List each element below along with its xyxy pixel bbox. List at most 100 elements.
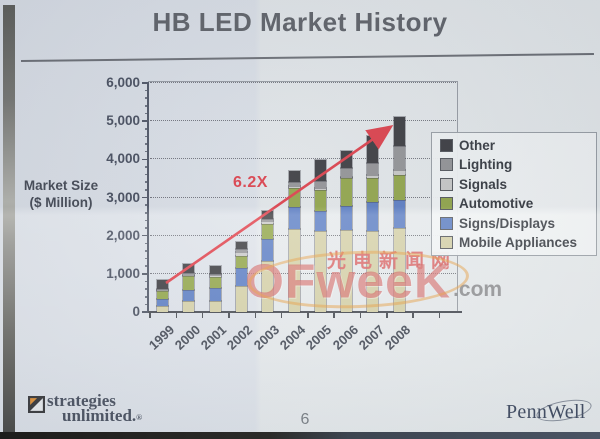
x-tick: [280, 312, 283, 318]
y-minor-tick: [145, 112, 149, 115]
bar-segment-other-2003: [261, 209, 275, 220]
y-minor-tick: [145, 265, 149, 267]
bar-segment-signs-displays-1999: [156, 298, 169, 308]
bar-segment-lighting-2004: [287, 181, 301, 188]
y-tick-0: [142, 311, 148, 313]
y-minor-tick: [145, 189, 149, 191]
logo-line1: strategies: [47, 391, 116, 410]
legend-label: Mobile Appliances: [459, 235, 578, 251]
y-minor-tick: [145, 143, 149, 145]
bar-segment-other-2008: [392, 115, 406, 148]
x-tick: [386, 312, 388, 318]
x-axis-line: [147, 310, 462, 313]
y-tick-5000: [142, 120, 148, 122]
bar-segment-other-2004: [287, 170, 301, 184]
bar-segment-signals-2008: [392, 168, 406, 176]
x-tick: [359, 312, 362, 318]
bar-segment-automotive-2000: [182, 274, 196, 291]
y-minor-tick: [145, 89, 149, 92]
bar-segment-signs-displays-2007: [366, 201, 380, 232]
bar-segment-mobile-appliances-2008: [392, 227, 406, 313]
bar-segment-lighting-2001: [208, 273, 222, 277]
y-axis-title-line2: ($ Million): [29, 195, 93, 210]
chart-legend: Other Lighting Signals Automotive Signs/Disp…: [431, 132, 597, 256]
y-tick-3000: [142, 196, 148, 199]
y-tick-4000: [142, 158, 148, 161]
registered-mark: ®: [136, 413, 143, 422]
y-minor-tick: [145, 280, 149, 283]
y-tick-label-4000: 4,000: [106, 151, 140, 167]
legend-item-mobile-appliances: Mobile Appliances: [440, 233, 596, 253]
slide-edge-bar: [3, 5, 15, 433]
legend-item-signs-displays: Signs/Displays: [440, 214, 596, 234]
y-axis-title-line1: Market Size: [23, 178, 99, 193]
bar-segment-mobile-appliances-2003: [261, 260, 275, 313]
bar-segment-other-1999: [156, 278, 169, 291]
x-tick: [254, 312, 257, 318]
y-minor-tick: [145, 288, 149, 290]
gridline-6000: [150, 82, 456, 83]
bar-segment-lighting-2003: [261, 217, 275, 223]
plot-border-top: [148, 81, 458, 82]
x-tick: [438, 312, 441, 318]
bar-segment-signals-2004: [287, 185, 301, 189]
y-axis-title: Market Size ($ Million): [6, 177, 116, 211]
publisher-logo: PennWell: [506, 401, 586, 423]
bar-segment-lighting-1999: [156, 288, 169, 291]
y-minor-tick: [145, 295, 149, 298]
y-tick-1000: [142, 273, 148, 275]
gridline-4000: [150, 158, 456, 160]
bar-segment-automotive-2006: [340, 177, 354, 208]
y-tick-label-1000: 1,000: [106, 265, 140, 281]
bar-segment-signals-2001: [208, 274, 222, 278]
legend-swatch: [440, 236, 453, 250]
y-tick-6000: [142, 82, 148, 84]
bar-segment-lighting-2002: [234, 248, 248, 254]
bar-segment-automotive-2001: [208, 275, 222, 290]
legend-label: Lighting: [459, 157, 513, 173]
y-minor-tick: [145, 250, 149, 252]
y-minor-tick: [145, 219, 149, 222]
y-minor-tick: [145, 242, 149, 245]
bar-segment-signals-2005: [313, 187, 327, 191]
bar-segment-signs-displays-2006: [340, 205, 354, 231]
legend-swatch: [440, 158, 453, 172]
y-tick-label-5000: 5,000: [106, 113, 140, 129]
bar-segment-automotive-2004: [287, 186, 301, 208]
legend-swatch: [440, 216, 453, 230]
photo-bottom-edge: [0, 432, 600, 439]
y-minor-tick: [145, 135, 149, 138]
x-tick: [201, 312, 204, 318]
strategies-unlimited-icon: [28, 396, 45, 413]
bar-segment-signals-2007: [366, 173, 380, 180]
bar-segment-signals-1999: [156, 289, 169, 292]
y-minor-tick: [145, 150, 149, 153]
bar-segment-automotive-2007: [366, 177, 380, 204]
bar-segment-mobile-appliances-2001: [208, 299, 222, 314]
x-tick: [175, 312, 178, 318]
y-minor-tick: [145, 105, 149, 107]
bar-segment-signals-2003: [261, 220, 275, 225]
growth-annotation: 6.2X: [233, 174, 268, 191]
bar-segment-other-2006: [340, 149, 354, 170]
bar-segment-automotive-2008: [392, 173, 406, 201]
bar-segment-lighting-2007: [366, 162, 380, 176]
bar-segment-mobile-appliances-2000: [182, 299, 196, 313]
bar-segment-signs-displays-2000: [182, 288, 196, 302]
bar-segment-other-2005: [313, 159, 327, 183]
bar-segment-other-2000: [182, 263, 196, 275]
bar-segment-automotive-2003: [261, 222, 275, 241]
bar-segment-signs-displays-2001: [208, 287, 222, 302]
y-minor-tick: [145, 166, 149, 168]
legend-item-lighting: Lighting: [440, 155, 596, 175]
legend-label: Signals: [459, 176, 508, 192]
bar-segment-signs-displays-2005: [313, 210, 327, 232]
x-tick: [412, 312, 414, 318]
legend-item-automotive: Automotive: [440, 194, 596, 214]
bar-segment-mobile-appliances-2002: [234, 284, 248, 313]
y-minor-tick: [145, 211, 149, 214]
y-minor-tick: [145, 173, 149, 176]
bar-segment-lighting-2008: [392, 145, 406, 171]
gridline-2000: [150, 234, 456, 236]
bar-segment-signals-2006: [340, 175, 354, 179]
